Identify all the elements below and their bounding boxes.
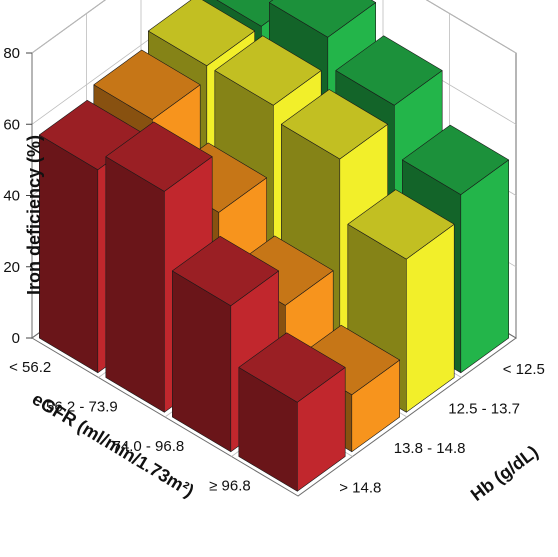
- bar: [238, 332, 346, 492]
- egfr-tick-label: 74.0 - 96.8: [113, 438, 185, 455]
- bar-face-right: [460, 159, 510, 374]
- hb-tick-label: 13.8 - 14.8: [394, 440, 466, 457]
- z-tick-label: 80: [3, 45, 20, 62]
- z-tick-label: 20: [3, 259, 20, 276]
- z-tick-label: 60: [3, 116, 20, 133]
- bar-face-left: [105, 156, 165, 413]
- hb-tick-label: < 12.5: [503, 361, 545, 378]
- bar-face-top: [401, 124, 510, 195]
- bar-face-top: [105, 121, 213, 192]
- z-tick-label: 0: [12, 330, 20, 347]
- bar-face-top: [148, 0, 255, 67]
- egfr-tick-label: < 56.2: [9, 359, 51, 376]
- bar-face-top: [238, 332, 346, 403]
- bar-face-left: [38, 134, 99, 374]
- gridline-horizontal: [31, 0, 517, 54]
- hb-axis-title: Hb (g/dL): [467, 441, 542, 505]
- y-axis-title: Iron deficiency (%): [24, 135, 44, 295]
- hb-tick-label: > 14.8: [339, 479, 381, 496]
- bar-face-top: [268, 0, 377, 38]
- z-tick-label: 40: [3, 188, 20, 205]
- egfr-tick-label: ≥ 96.8: [209, 477, 251, 494]
- bar-face-top: [347, 189, 455, 260]
- bar-face-top: [172, 235, 280, 307]
- bars: [38, 0, 510, 492]
- hb-tick-label: 12.5 - 13.7: [448, 400, 520, 417]
- bar-face-top: [214, 35, 322, 106]
- bar-face-top: [335, 35, 443, 106]
- bar-face-top: [93, 49, 201, 120]
- bar: [172, 235, 280, 453]
- bar-face-top: [280, 89, 389, 160]
- egfr-tick-label: 56.2 - 73.9: [46, 398, 118, 415]
